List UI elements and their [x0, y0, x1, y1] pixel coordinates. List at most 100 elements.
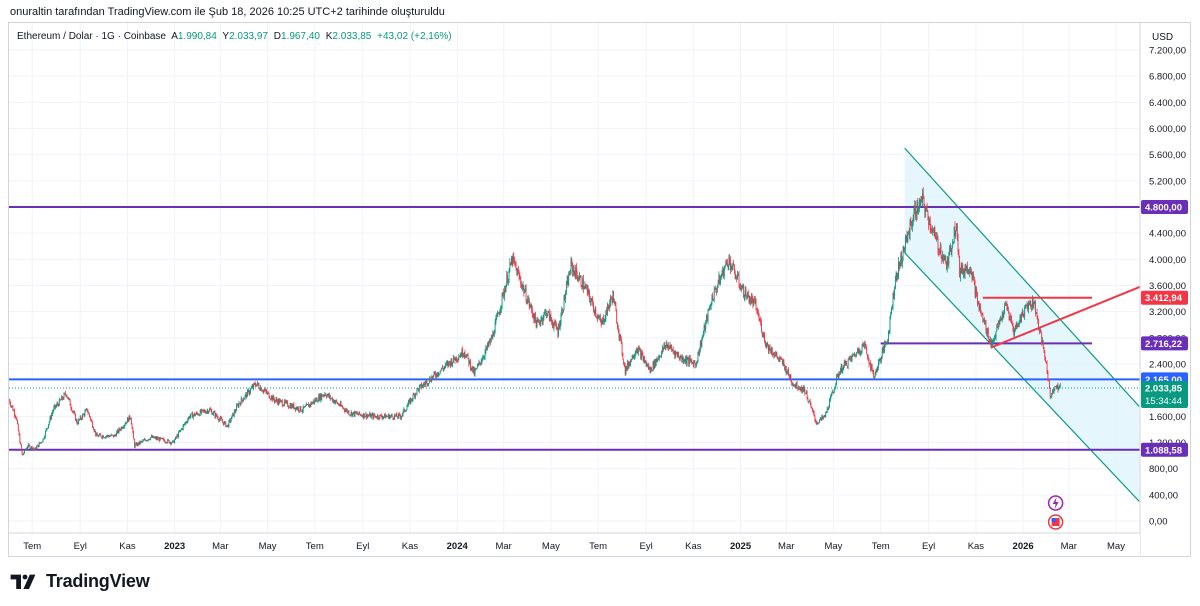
candle-body — [839, 373, 841, 374]
candle-body — [853, 354, 854, 356]
candle-body — [883, 347, 885, 352]
candle-body — [299, 406, 301, 412]
candle-body — [186, 422, 188, 423]
chart-frame[interactable]: USD0,00400,00800,001.200,001.600,002.000… — [8, 22, 1191, 557]
candle-body — [618, 330, 620, 338]
candle-body — [56, 403, 58, 406]
candle-body — [586, 286, 588, 294]
candle-body — [804, 387, 806, 394]
candle-body — [867, 356, 869, 362]
candle-body — [583, 279, 584, 289]
candle-body — [690, 360, 692, 362]
candle-body — [202, 409, 204, 411]
candle-body — [226, 425, 227, 427]
candle-body — [716, 289, 717, 292]
candle-body — [319, 395, 320, 401]
candle-body — [171, 442, 172, 444]
candle-body — [243, 399, 244, 402]
candle-body — [188, 416, 190, 419]
candle-body — [675, 352, 676, 357]
candle-body — [644, 358, 645, 363]
candle-body — [639, 348, 641, 351]
candle-body — [73, 412, 75, 414]
candle-body — [564, 295, 566, 300]
candle-body — [729, 257, 731, 262]
candle-body — [908, 233, 909, 235]
candle-body — [279, 400, 281, 404]
candle-body — [651, 370, 653, 371]
candle-body — [771, 349, 772, 353]
candle-body — [1033, 303, 1035, 307]
candle-body — [965, 267, 967, 271]
candle-body — [442, 368, 444, 370]
candle-body — [790, 376, 792, 382]
candle-body — [943, 258, 945, 261]
candle-body — [488, 342, 490, 346]
candle-body — [128, 415, 130, 422]
candle-body — [774, 354, 776, 356]
candle-body — [456, 359, 458, 361]
candle-body — [182, 425, 184, 430]
tradingview-logo[interactable]: TradingView — [10, 571, 150, 591]
candle-body — [439, 370, 441, 374]
candle-body — [628, 363, 630, 367]
candle-body — [18, 430, 20, 435]
candle-body — [338, 403, 340, 406]
candle-body — [542, 318, 544, 322]
candle-body — [78, 419, 80, 424]
candle-body — [496, 316, 498, 319]
candle-body — [617, 327, 619, 331]
candle-body — [622, 354, 624, 360]
candle-body — [206, 411, 207, 414]
candle-body — [266, 391, 268, 394]
candle-body — [163, 438, 165, 441]
candle-body — [273, 395, 275, 400]
candle-body — [1004, 305, 1005, 312]
candle-body — [291, 404, 293, 408]
candle-body — [569, 272, 571, 275]
candle-body — [537, 320, 539, 322]
candle-body — [132, 427, 134, 433]
candle-body — [28, 444, 30, 446]
candle-body — [460, 354, 462, 357]
candle-body — [178, 431, 179, 437]
candle-body — [144, 439, 146, 441]
candle-body — [452, 356, 454, 363]
candle-body — [54, 405, 56, 408]
candle-body — [494, 322, 496, 334]
candle-body — [969, 269, 971, 273]
candle-body — [68, 398, 70, 400]
candle-body — [368, 415, 370, 417]
candle-body — [874, 373, 876, 378]
candle-body — [137, 443, 138, 446]
candle-body — [568, 273, 570, 286]
candle-body — [1059, 386, 1060, 388]
candle-body — [390, 415, 392, 417]
candle-body — [495, 318, 497, 323]
candle-body — [51, 414, 52, 419]
candle-body — [60, 400, 62, 401]
candle-body — [471, 365, 473, 369]
candle-body — [404, 410, 406, 412]
candle-body — [347, 411, 349, 413]
candle-body — [373, 414, 375, 417]
price-chart[interactable]: USD0,00400,00800,001.200,001.600,002.000… — [9, 23, 1191, 557]
candle-body — [833, 389, 835, 392]
candle-body — [898, 261, 900, 268]
candle-body — [1038, 329, 1040, 332]
candle-body — [608, 306, 610, 309]
candle-body — [561, 309, 563, 316]
candle-body — [924, 205, 926, 212]
candle-body — [515, 265, 517, 269]
currency-label: USD — [1152, 32, 1173, 43]
candle-body — [1011, 319, 1012, 324]
candle-body — [707, 309, 709, 321]
candle-body — [1011, 323, 1013, 326]
x-tick-label: Kas — [402, 541, 419, 552]
candle-body — [923, 197, 925, 206]
candle-body — [627, 362, 629, 367]
candle-body — [353, 411, 354, 414]
candle-body — [556, 328, 558, 330]
x-tick-label: Kas — [685, 541, 702, 552]
candle-body — [574, 271, 576, 278]
